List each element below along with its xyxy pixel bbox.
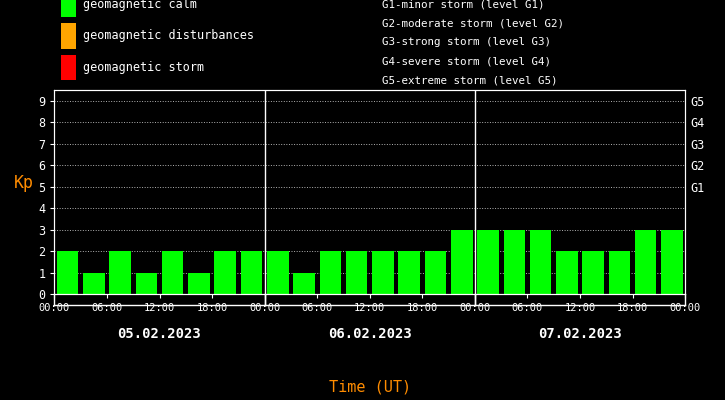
Text: G1-minor storm (level G1): G1-minor storm (level G1) (382, 0, 545, 10)
Bar (609, 251, 630, 294)
Bar (61, 55, 76, 80)
Bar (109, 251, 130, 294)
Text: geomagnetic disturbances: geomagnetic disturbances (83, 30, 254, 42)
Bar (241, 251, 262, 294)
Bar (556, 251, 578, 294)
Bar (294, 272, 315, 294)
Bar (61, 24, 76, 49)
Bar (188, 272, 210, 294)
Y-axis label: Kp: Kp (14, 174, 34, 192)
Bar (477, 230, 499, 294)
Bar (582, 251, 604, 294)
Bar (267, 251, 289, 294)
Text: G4-severe storm (level G4): G4-severe storm (level G4) (382, 56, 552, 66)
Text: 06.02.2023: 06.02.2023 (328, 327, 412, 341)
Bar (346, 251, 368, 294)
Bar (451, 230, 473, 294)
Bar (57, 251, 78, 294)
Text: geomagnetic calm: geomagnetic calm (83, 0, 196, 11)
Bar (504, 230, 525, 294)
Text: 07.02.2023: 07.02.2023 (538, 327, 622, 341)
Bar (661, 230, 683, 294)
Bar (425, 251, 446, 294)
Bar (635, 230, 656, 294)
Text: geomagnetic storm: geomagnetic storm (83, 61, 204, 74)
Bar (162, 251, 183, 294)
Text: G5-extreme storm (level G5): G5-extreme storm (level G5) (382, 75, 558, 85)
Bar (83, 272, 104, 294)
Text: G2-moderate storm (level G2): G2-moderate storm (level G2) (382, 18, 564, 28)
Bar (215, 251, 236, 294)
Bar (136, 272, 157, 294)
Bar (320, 251, 341, 294)
Text: 05.02.2023: 05.02.2023 (117, 327, 202, 341)
Bar (61, 0, 76, 17)
Bar (372, 251, 394, 294)
Text: Time (UT): Time (UT) (328, 380, 411, 395)
Bar (399, 251, 420, 294)
Text: G3-strong storm (level G3): G3-strong storm (level G3) (382, 37, 552, 47)
Bar (530, 230, 551, 294)
